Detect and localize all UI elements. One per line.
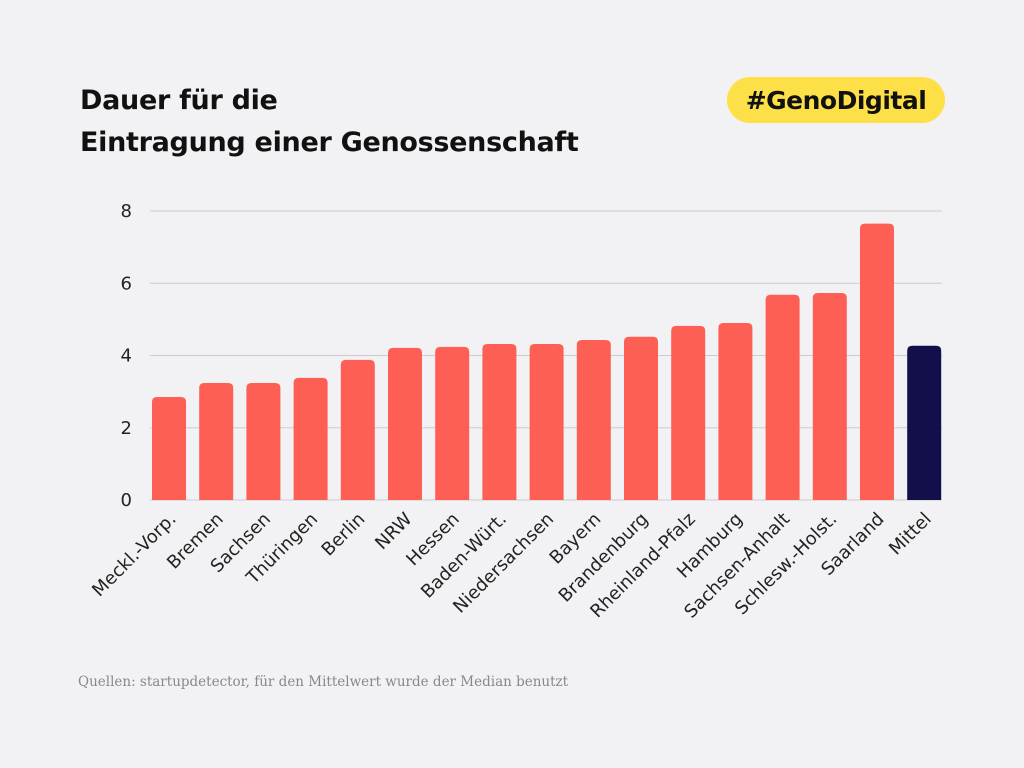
- x-tick-label: Berlin: [318, 509, 370, 561]
- bar: [718, 322, 753, 500]
- bar: [860, 223, 894, 501]
- y-tick-label: 6: [121, 273, 132, 294]
- bar: [293, 377, 328, 500]
- chart-title: Dauer für die Eintragung einer Genossens…: [80, 80, 579, 164]
- bar: [388, 347, 422, 500]
- bar: [907, 345, 942, 500]
- y-tick-label: 4: [121, 346, 132, 367]
- x-tick-label: Mittel: [885, 509, 936, 560]
- bar: [812, 293, 847, 500]
- source-note: Quellen: startupdetector, für den Mittel…: [78, 674, 569, 690]
- bar: [435, 346, 470, 500]
- bar: [624, 336, 658, 500]
- bar: [576, 339, 611, 500]
- y-tick-label: 8: [121, 201, 132, 222]
- title-line-2: Eintragung einer Genossenschaft: [80, 127, 579, 158]
- bar: [246, 382, 281, 500]
- bar: [340, 359, 375, 500]
- bar: [199, 382, 234, 500]
- hashtag-badge: #GenoDigital: [727, 77, 945, 123]
- bar: [529, 343, 564, 500]
- title-line-1: Dauer für die: [80, 85, 278, 116]
- y-tick-label: 2: [121, 418, 132, 439]
- bar: [482, 343, 517, 500]
- bar: [671, 325, 706, 500]
- bar: [152, 397, 186, 500]
- y-tick-label: 0: [121, 490, 132, 511]
- bar: [765, 294, 800, 500]
